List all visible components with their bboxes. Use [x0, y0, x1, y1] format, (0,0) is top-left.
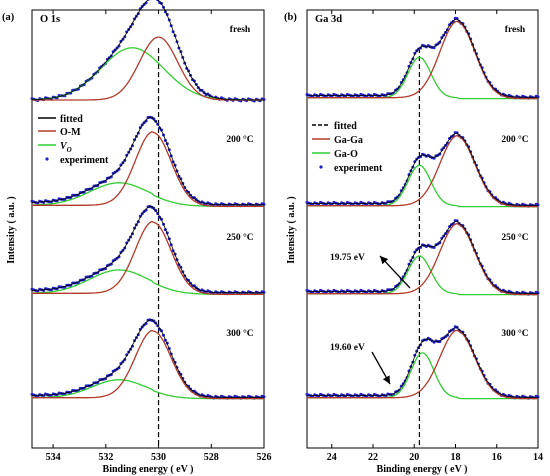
- annotation-arrow-1960: [371, 351, 391, 385]
- spectrum-label: 200 °C: [501, 134, 528, 145]
- fitted-curve: [307, 327, 538, 398]
- panel-a: (a) O 1s Binding energy ( eV ) Intensity…: [2, 0, 272, 475]
- experiment-point: [109, 373, 113, 377]
- main-component-curve: [32, 130, 264, 208]
- x-tick-label: 20: [409, 452, 419, 463]
- x-tick-label: 16: [492, 452, 502, 463]
- fitted-curve: [31, 0, 264, 101]
- panel-b-annotations: 19.75 eV 19.60 eV: [330, 253, 411, 385]
- panel-b: (b) Ga 3d Binding energy ( eV ) Intensit…: [284, 9, 543, 475]
- legend-gao-label: Ga-O: [334, 149, 358, 160]
- experiment-point: [109, 262, 113, 266]
- legend-om-label: O-M: [60, 127, 81, 138]
- legend-vo-label: VO: [60, 141, 72, 154]
- experiment-point: [262, 202, 266, 206]
- experiment-point: [144, 1, 148, 5]
- spectrum-label: 200 °C: [226, 134, 253, 145]
- spectrum-label: fresh: [230, 25, 251, 35]
- legend-fitted-label: fitted: [334, 121, 357, 132]
- experiment-point: [117, 255, 121, 259]
- x-tick-label: 24: [327, 452, 337, 463]
- legend-experiment-label: experiment: [334, 163, 383, 174]
- spectrum-label: 300 °C: [501, 328, 528, 339]
- main-component-curve: [32, 36, 264, 101]
- panel-a-x-axis-title: Binding energy ( eV ): [103, 464, 194, 475]
- x-tick-label: 530: [151, 452, 166, 463]
- legend-fitted-label: fitted: [60, 114, 83, 125]
- x-tick-label: 18: [451, 452, 461, 463]
- experiment-point: [536, 203, 540, 207]
- panel-b-tag: (b): [284, 12, 297, 23]
- x-tick-label: 532: [98, 452, 113, 463]
- annotation-1975: 19.75 eV: [330, 253, 365, 263]
- main-component-curve: [306, 134, 538, 208]
- fitted-curve: [307, 18, 538, 98]
- fitted-curve: [32, 319, 264, 398]
- fitted-curve: [32, 206, 264, 294]
- panel-b-x-ticks: 24 22 20 18 16 14: [327, 10, 543, 463]
- annotation-arrow-1975: [379, 255, 411, 289]
- panel-a-legend: fitted O-M VO experiment: [38, 114, 109, 166]
- experiment-point: [440, 148, 444, 152]
- experiment-series: [30, 205, 266, 296]
- legend-experiment-marker: [45, 157, 49, 161]
- legend-gaga-label: Ga-Ga: [334, 135, 363, 146]
- experiment-point: [152, 319, 156, 323]
- experiment-series: [30, 0, 266, 103]
- secondary-component-curve: [307, 352, 538, 400]
- main-component-curve: [306, 20, 538, 100]
- panel-b-legend: fitted Ga-Ga Ga-O experiment: [312, 121, 383, 174]
- panel-b-frame: [306, 9, 539, 449]
- secondary-component-curve: [307, 56, 538, 100]
- panel-b-x-axis-title: Binding energy ( eV ): [377, 464, 468, 475]
- panel-a-y-axis-title: Intensity ( a.u. ): [6, 196, 17, 264]
- spectrum-label: 300 °C: [226, 328, 253, 339]
- x-tick-label: 14: [533, 452, 543, 463]
- panel-b-y-axis-title: Intensity ( a.u. ): [286, 196, 297, 264]
- annotation-1960: 19.60 eV: [330, 343, 365, 353]
- spectrum-label: fresh: [505, 25, 526, 35]
- experiment-point: [109, 175, 113, 179]
- main-component-curve: [32, 220, 264, 296]
- spectrum-label: 250 °C: [226, 232, 253, 243]
- panel-a-curves: fresh 200 °C 250 °C 300 °C: [30, 0, 266, 448]
- legend-experiment-label: experiment: [60, 155, 109, 166]
- main-component-curve: [307, 222, 538, 296]
- legend-experiment-marker: [319, 165, 323, 169]
- experiment-point: [438, 152, 442, 156]
- panel-a-frame: [31, 9, 265, 449]
- experiment-point: [117, 44, 121, 48]
- x-tick-label: 528: [204, 452, 219, 463]
- experiment-point: [200, 88, 204, 92]
- panel-b-curves: fresh 200 °C 250 °C 300 °C: [305, 16, 540, 448]
- fitted-curve: [307, 220, 538, 294]
- fitted-curve: [32, 116, 264, 206]
- panel-b-core-level: Ga 3d: [315, 14, 342, 25]
- x-tick-label: 526: [257, 452, 272, 463]
- experiment-point: [117, 167, 121, 171]
- main-component-curve: [307, 329, 538, 400]
- main-component-curve: [32, 329, 264, 400]
- fitted-curve: [307, 132, 538, 206]
- spectrum-label: 250 °C: [501, 232, 528, 243]
- x-tick-label: 534: [46, 452, 61, 463]
- panel-a-core-level: O 1s: [40, 14, 60, 25]
- experiment-point: [438, 241, 442, 245]
- x-tick-label: 22: [368, 452, 378, 463]
- panel-a-tag: (a): [2, 12, 15, 23]
